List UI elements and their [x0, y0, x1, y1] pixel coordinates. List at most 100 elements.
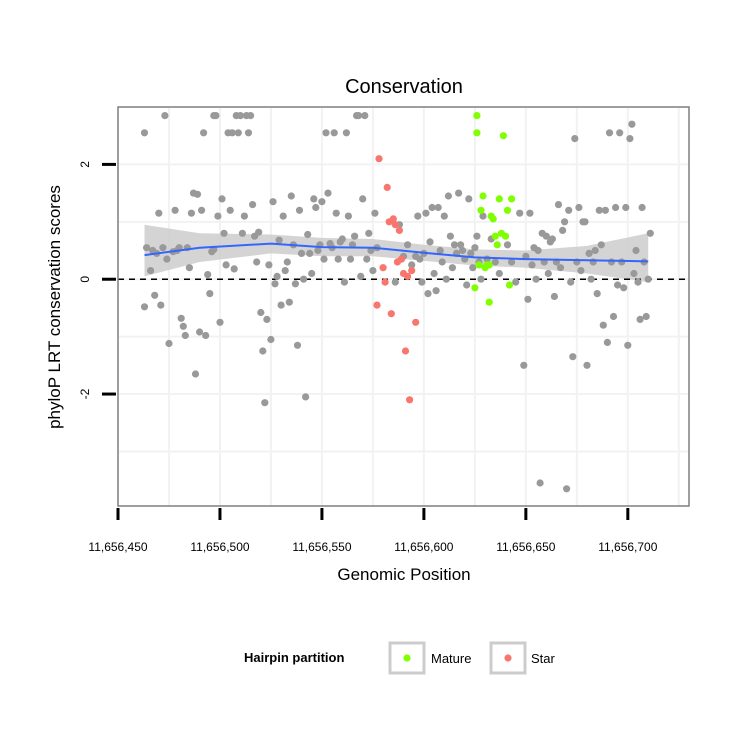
point-star: [383, 183, 391, 191]
point-other: [630, 269, 638, 278]
legend: Hairpin partition Mature Star: [244, 641, 556, 675]
point-other: [261, 399, 269, 407]
point-other: [516, 209, 524, 217]
point-other: [434, 203, 442, 212]
point-other: [204, 271, 212, 279]
point-mature: [485, 298, 493, 306]
point-other: [565, 206, 573, 214]
point-other: [216, 318, 224, 326]
point-mature: [491, 232, 499, 240]
point-mature: [479, 192, 487, 200]
point-other: [367, 246, 375, 255]
point-other: [269, 198, 277, 206]
point-other: [330, 129, 338, 137]
point-other: [363, 255, 371, 263]
point-other: [428, 203, 436, 212]
point-other: [642, 312, 650, 321]
point-other: [236, 112, 244, 120]
smooth-line: [144, 242, 649, 263]
point-other: [473, 232, 481, 240]
point-other: [234, 129, 242, 137]
point-other: [444, 192, 452, 200]
point-other: [577, 267, 585, 275]
point-other: [279, 212, 287, 220]
point-other: [448, 264, 456, 272]
point-other: [351, 232, 359, 240]
point-other: [185, 264, 193, 272]
point-other: [228, 129, 236, 137]
legend-dot-mature: [403, 654, 411, 662]
point-other: [591, 246, 599, 255]
point-other: [532, 275, 540, 283]
y-axis-ticks: -2 0 2: [78, 161, 116, 399]
point-other: [297, 249, 306, 257]
point-other: [159, 244, 167, 252]
point-other: [371, 209, 379, 217]
x-tick-label: 11,656,600: [394, 540, 453, 554]
y-tick-label: 0: [78, 276, 92, 283]
point-other: [416, 255, 424, 263]
point-other: [432, 287, 440, 295]
point-mature: [489, 215, 497, 223]
x-tick-label: 11,656,700: [598, 540, 657, 554]
point-other: [322, 129, 330, 137]
point-other: [512, 278, 520, 286]
point-other: [528, 261, 536, 269]
plot-panel: [118, 107, 689, 506]
point-other: [491, 258, 499, 266]
point-other: [365, 229, 373, 237]
point-other: [616, 129, 624, 137]
point-other: [628, 120, 636, 128]
point-other: [524, 295, 532, 303]
point-other: [463, 281, 471, 289]
point-other: [450, 241, 459, 249]
point-other: [440, 212, 448, 220]
point-other: [147, 267, 155, 275]
point-other: [609, 312, 618, 321]
point-other: [544, 269, 552, 278]
point-star: [389, 215, 397, 223]
y-axis-label: phyloP LRT conservation scores: [45, 185, 64, 429]
point-other: [214, 212, 222, 220]
point-other: [165, 339, 173, 348]
point-other: [455, 189, 463, 197]
point-other: [469, 264, 477, 272]
x-tick-label: 11,656,550: [292, 540, 351, 554]
point-mature: [493, 241, 501, 249]
point-other: [179, 322, 187, 330]
point-other: [291, 280, 299, 288]
point-other: [477, 275, 485, 283]
point-other: [171, 206, 179, 214]
point-star: [379, 264, 387, 272]
point-other: [550, 292, 559, 301]
point-other: [605, 129, 614, 137]
point-other: [212, 112, 220, 120]
point-mature: [473, 129, 481, 137]
point-other: [155, 209, 163, 217]
point-mature: [477, 206, 485, 214]
point-other: [424, 290, 432, 298]
x-tick-label: 11,656,450: [88, 540, 147, 554]
point-star: [397, 255, 406, 263]
point-other: [275, 236, 283, 244]
point-other: [534, 246, 542, 255]
point-other: [624, 341, 632, 349]
point-other: [283, 258, 291, 266]
point-other: [300, 275, 308, 283]
point-star: [373, 301, 381, 309]
point-star: [381, 278, 389, 286]
point-other: [310, 195, 318, 203]
point-star: [406, 396, 414, 404]
point-other: [222, 261, 230, 269]
point-other: [259, 347, 267, 355]
point-other: [191, 370, 200, 378]
point-other: [559, 226, 567, 234]
point-other: [244, 129, 253, 137]
point-mature: [508, 195, 516, 203]
gridlines: [118, 107, 689, 506]
point-other: [620, 284, 628, 292]
point-mature: [475, 261, 483, 269]
point-other: [332, 209, 340, 217]
point-other: [196, 328, 204, 336]
point-mature: [503, 206, 512, 214]
